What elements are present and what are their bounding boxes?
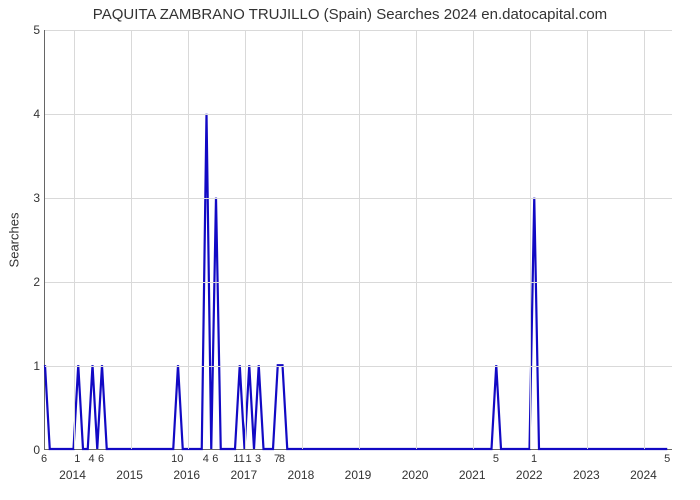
gridline-vertical bbox=[530, 30, 531, 449]
x-tick-year: 2017 bbox=[230, 468, 257, 482]
x-tick-year: 2019 bbox=[345, 468, 372, 482]
x-tick-month: 1 bbox=[246, 453, 252, 465]
gridline-vertical bbox=[359, 30, 360, 449]
gridline-vertical bbox=[473, 30, 474, 449]
gridline-vertical bbox=[302, 30, 303, 449]
x-tick-month: 5 bbox=[664, 453, 670, 465]
gridline-vertical bbox=[644, 30, 645, 449]
gridline-vertical bbox=[131, 30, 132, 449]
x-tick-month: 4 bbox=[89, 453, 95, 465]
x-tick-month: 1 bbox=[74, 453, 80, 465]
x-tick-month: 10 bbox=[171, 453, 183, 465]
x-tick-year: 2022 bbox=[516, 468, 543, 482]
y-tick-label: 2 bbox=[26, 275, 40, 289]
plot-area bbox=[44, 30, 672, 450]
x-tick-month: 6 bbox=[212, 453, 218, 465]
y-tick-label: 3 bbox=[26, 191, 40, 205]
x-tick-year: 2016 bbox=[173, 468, 200, 482]
gridline-vertical bbox=[245, 30, 246, 449]
chart-container: PAQUITA ZAMBRANO TRUJILLO (Spain) Search… bbox=[0, 0, 700, 500]
x-tick-year: 2021 bbox=[459, 468, 486, 482]
gridline-vertical bbox=[188, 30, 189, 449]
y-tick-label: 5 bbox=[26, 23, 40, 37]
x-tick-year: 2024 bbox=[630, 468, 657, 482]
y-tick-label: 4 bbox=[26, 107, 40, 121]
y-tick-label: 0 bbox=[26, 443, 40, 457]
x-tick-month: 6 bbox=[98, 453, 104, 465]
gridline-vertical bbox=[587, 30, 588, 449]
y-tick-label: 1 bbox=[26, 359, 40, 373]
x-tick-year: 2018 bbox=[288, 468, 315, 482]
x-tick-month: 5 bbox=[493, 453, 499, 465]
x-tick-year: 2023 bbox=[573, 468, 600, 482]
x-tick-month: 11 bbox=[233, 453, 244, 465]
x-tick-year: 2014 bbox=[59, 468, 86, 482]
gridline-vertical bbox=[416, 30, 417, 449]
x-tick-month: 8 bbox=[279, 453, 285, 465]
y-axis-label: Searches bbox=[7, 213, 22, 268]
x-tick-year: 2020 bbox=[402, 468, 429, 482]
x-tick-month: 3 bbox=[255, 453, 261, 465]
x-tick-month: 1 bbox=[531, 453, 537, 465]
x-tick-month: 6 bbox=[41, 453, 47, 465]
x-tick-year: 2015 bbox=[116, 468, 143, 482]
x-tick-month: 4 bbox=[203, 453, 209, 465]
gridline-vertical bbox=[74, 30, 75, 449]
chart-title: PAQUITA ZAMBRANO TRUJILLO (Spain) Search… bbox=[0, 6, 700, 23]
